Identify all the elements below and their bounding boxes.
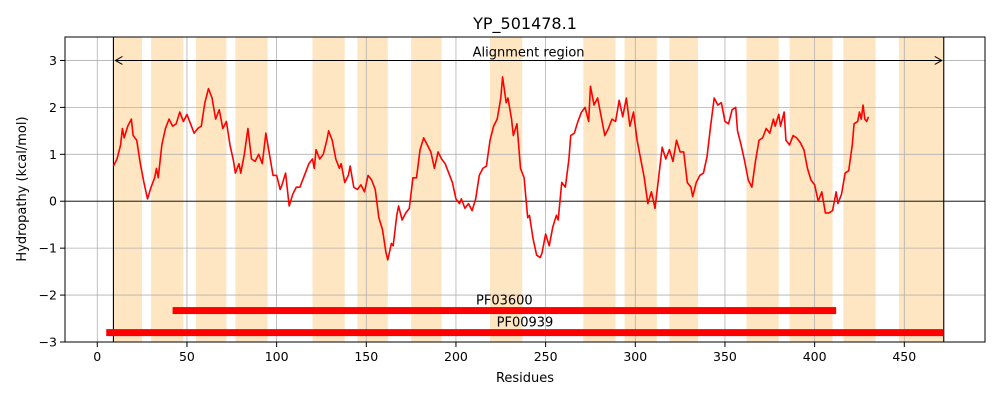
x-tick-label: 250 xyxy=(534,349,558,364)
alignment-region-label: Alignment region xyxy=(473,45,585,60)
x-tick-label: 150 xyxy=(354,349,378,364)
y-tick-label: 0 xyxy=(49,194,57,209)
highlight-band xyxy=(583,37,616,342)
alignment-region: Alignment region xyxy=(112,37,945,342)
highlight-band xyxy=(789,37,833,342)
domain-label: PF00939 xyxy=(497,316,554,331)
highlight-band xyxy=(898,37,944,342)
highlight-band xyxy=(669,37,699,342)
x-tick-label: 450 xyxy=(892,349,916,364)
y-axis-ticks: −3 −2 −1 0 1 2 3 xyxy=(39,53,65,350)
plot-border xyxy=(64,36,986,343)
y-tick-label: 2 xyxy=(49,100,57,115)
y-tick-label: 3 xyxy=(49,53,57,68)
x-tick-label: 400 xyxy=(803,349,827,364)
hydropathy-series xyxy=(112,76,870,261)
alignment-arrow-left xyxy=(114,56,123,65)
y-axis-label: Hydropathy (kcal/mol) xyxy=(15,116,30,261)
x-tick-label: 300 xyxy=(623,349,647,364)
y-tick-label: −3 xyxy=(39,335,57,350)
domain-label: PF03600 xyxy=(476,294,533,309)
domain-bar xyxy=(106,329,944,337)
highlight-band xyxy=(411,37,442,342)
x-tick-label: 200 xyxy=(444,349,468,364)
highlight-band xyxy=(195,37,227,342)
hydropathy-line xyxy=(112,76,870,261)
highlight-band xyxy=(357,37,388,342)
x-tick-label: 350 xyxy=(713,349,737,364)
alignment-arrow-right xyxy=(934,56,943,65)
x-tick-label: 0 xyxy=(93,349,101,364)
domain-bars: PF03600 PF00939 xyxy=(106,294,944,337)
y-tick-label: −2 xyxy=(39,288,57,303)
highlight-band xyxy=(624,37,657,342)
highlight-band xyxy=(746,37,779,342)
highlight-band xyxy=(312,37,345,342)
y-tick-label: −1 xyxy=(39,241,57,256)
chart-title: YP_501478.1 xyxy=(472,14,577,34)
x-axis-label: Residues xyxy=(496,371,554,386)
x-tick-label: 100 xyxy=(265,349,289,364)
highlight-band xyxy=(113,37,143,342)
highlight-band xyxy=(151,37,184,342)
x-axis-ticks: 0 50 100 150 200 250 300 350 400 450 xyxy=(93,342,916,364)
plot-frame xyxy=(64,36,986,343)
highlight-band xyxy=(235,37,268,342)
x-tick-label: 50 xyxy=(179,349,195,364)
highlight-band xyxy=(843,37,876,342)
y-tick-label: 1 xyxy=(49,147,57,162)
highlight-band xyxy=(490,37,523,342)
domain-bar xyxy=(172,307,837,315)
highlight-bands xyxy=(113,37,944,342)
